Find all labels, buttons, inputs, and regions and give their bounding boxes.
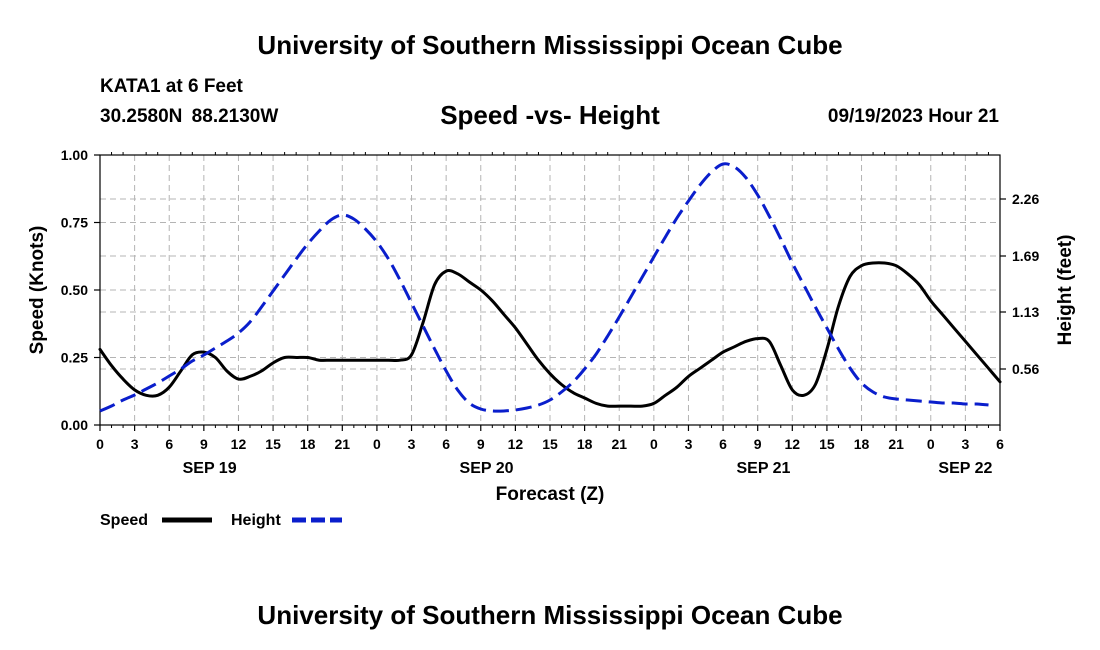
chart-title: Speed -vs- Height: [440, 100, 660, 130]
y-tick-label: 1.00: [61, 147, 88, 163]
main-title: University of Southern Mississippi Ocean…: [257, 30, 843, 60]
x-tick-label: 0: [96, 436, 104, 452]
legend-speed-label: Speed: [100, 512, 148, 529]
x-tick-label: 18: [577, 436, 593, 452]
y-tick-label: 0.25: [61, 350, 88, 366]
x-tick-label: 12: [231, 436, 247, 452]
station-name: KATA1 at 6 Feet: [100, 76, 243, 97]
x-tick-label: 3: [961, 436, 969, 452]
y2-tick-label: 2.26: [1012, 191, 1039, 207]
series-line-height: [99, 162, 989, 413]
x-tick-label: 3: [685, 436, 693, 452]
y-axis-label: Speed (Knots): [27, 226, 48, 355]
day-label: SEP 21: [736, 460, 790, 477]
x-tick-label: 6: [719, 436, 727, 452]
day-label: SEP 22: [938, 460, 992, 477]
x-tick-label: 0: [927, 436, 935, 452]
x-tick-label: 6: [996, 436, 1004, 452]
y2-axis-label: Height (feet): [1055, 235, 1076, 346]
x-tick-label: 9: [754, 436, 762, 452]
x-tick-label: 9: [200, 436, 208, 452]
day-label: SEP 20: [460, 460, 514, 477]
y2-tick-label: 1.13: [1012, 304, 1039, 320]
x-tick-label: 15: [542, 436, 558, 452]
legend-height-label: Height: [231, 512, 281, 529]
x-tick-label: 6: [165, 436, 173, 452]
y-tick-label: 0.75: [61, 215, 88, 231]
x-tick-label: 15: [265, 436, 281, 452]
x-tick-label: 12: [508, 436, 524, 452]
footer-title: University of Southern Mississippi Ocean…: [257, 600, 843, 630]
y-tick-label: 0.50: [61, 282, 88, 298]
x-tick-label: 3: [408, 436, 416, 452]
issue-time: 09/19/2023 Hour 21: [827, 106, 999, 127]
day-label: SEP 19: [183, 460, 237, 477]
series-line-speed: [98, 261, 1002, 408]
x-tick-label: 6: [442, 436, 450, 452]
x-tick-label: 0: [373, 436, 381, 452]
series: [98, 162, 1002, 413]
x-tick-label: 9: [477, 436, 485, 452]
x-tick-label: 12: [785, 436, 801, 452]
x-tick-label: 21: [611, 436, 627, 452]
x-tick-label: 18: [854, 436, 870, 452]
axes: 0 3 6 9 12 15 18 21 0 3 6 9 12 15 18 21 0 3 6 9 12 15 18 21 0 3 6 0…: [61, 147, 1040, 477]
x-tick-label: 21: [335, 436, 351, 452]
y2-tick-label: 0.56: [1012, 361, 1039, 377]
legend: Speed Height: [100, 512, 342, 529]
x-tick-label: 21: [888, 436, 904, 452]
station-coords: 30.2580N 88.2130W: [100, 106, 279, 127]
x-tick-label: 3: [131, 436, 139, 452]
x-tick-label: 0: [650, 436, 658, 452]
y2-tick-label: 1.69: [1012, 248, 1039, 264]
y-tick-label: 0.00: [61, 417, 88, 433]
x-tick-label: 15: [819, 436, 835, 452]
x-axis-label: Forecast (Z): [496, 484, 605, 505]
x-tick-label: 18: [300, 436, 316, 452]
